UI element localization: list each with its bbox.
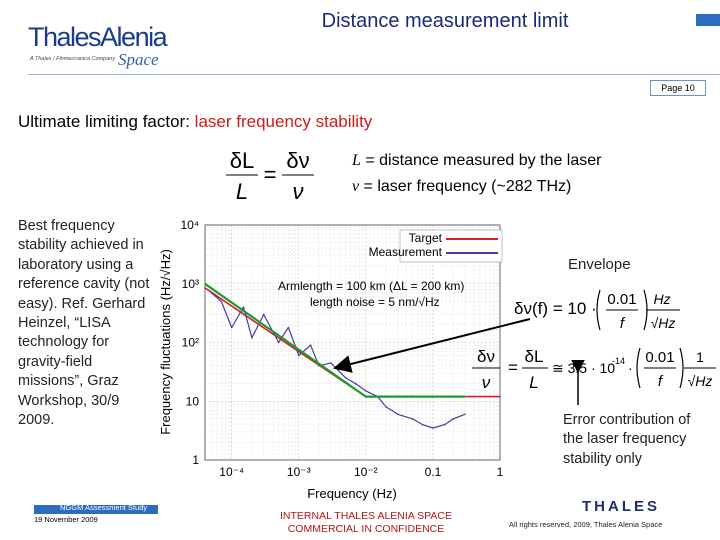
subtitle-prefix: Ultimate limiting factor:: [18, 112, 195, 131]
footer-rights: All rights reserved, 2009, Thales Alenia…: [509, 520, 663, 529]
point-measurement: [230, 326, 233, 329]
point-measurement: [344, 377, 347, 379]
error-equation: δν ν = δL L ≅ 3.5 · 10 -14 · 0.01 f 1 √H…: [472, 347, 716, 392]
x-tick-label: 10⁻⁴: [219, 465, 244, 479]
point-measurement: [297, 354, 300, 357]
svg-text:·: ·: [628, 360, 633, 376]
page-number: Page 10: [650, 80, 706, 96]
footer-study: NGGM Assessment Study: [60, 503, 148, 512]
svg-text:1: 1: [696, 349, 704, 365]
formula-l: L: [236, 179, 248, 204]
svg-text:-14: -14: [612, 356, 625, 366]
header-divider: [28, 74, 720, 75]
legend-measurement-label: Measurement: [369, 245, 443, 259]
svg-text:=: =: [508, 358, 518, 377]
point-measurement: [251, 337, 253, 339]
point-measurement: [443, 423, 446, 426]
svg-text:=: =: [264, 162, 277, 187]
footer-date: 19 November 2009: [34, 515, 98, 524]
point-measurement: [210, 292, 213, 294]
x-axis-label: Frequency (Hz): [307, 486, 397, 501]
point-target: [204, 287, 206, 289]
point-measurement: [220, 300, 223, 303]
x-tick-label: 1: [497, 465, 504, 479]
svg-text:f: f: [658, 373, 664, 390]
point-measurement: [318, 365, 320, 367]
point-measurement: [421, 423, 424, 426]
svg-text:L: L: [529, 373, 538, 392]
point-measurement: [432, 427, 434, 429]
y-tick-label: 10³: [182, 277, 199, 291]
slide-title: Distance measurement limit: [321, 10, 569, 32]
footer-confidentiality: INTERNAL THALES ALENIA SPACE COMMERCIAL I…: [280, 510, 452, 535]
point-measurement: [464, 413, 466, 416]
y-tick-label: 10: [186, 394, 200, 408]
svg-text:δν: δν: [477, 347, 495, 366]
legend-box: [399, 229, 503, 263]
y-tick-label: 1: [192, 453, 199, 467]
annotation-armlength: Armlength = 100 km (ΔL = 200 km): [278, 279, 464, 293]
point-target: [499, 395, 501, 398]
formula-dl: δL: [230, 148, 254, 173]
annotation-length-noise: length noise = 5 nm/√Hz: [310, 295, 440, 309]
point-measurement: [287, 326, 290, 329]
svg-text:0.01: 0.01: [607, 291, 636, 308]
error-note: Error contribution of the laser frequenc…: [563, 412, 691, 467]
point-measurement: [242, 306, 245, 308]
x-tick-label: 0.1: [425, 465, 442, 479]
x-tick-label: 10⁻²: [354, 465, 378, 479]
point-measurement: [309, 344, 312, 346]
svg-text:√Hz: √Hz: [688, 373, 713, 389]
thales-logo: THALES: [582, 498, 660, 515]
point-measurement: [385, 406, 387, 408]
svg-text:≅ 3.5 · 10: ≅ 3.5 · 10: [552, 360, 615, 376]
slide-subtitle: Ultimate limiting factor: laser frequenc…: [18, 112, 372, 132]
point-measurement: [397, 413, 399, 416]
point-envelope: [204, 282, 206, 285]
svg-text:ν: ν: [482, 373, 491, 392]
logo-space: Space: [118, 50, 159, 69]
envelope-label: Envelope: [568, 256, 631, 273]
point-measurement: [262, 313, 265, 316]
reference-note: Best frequency stability achieved in lab…: [18, 218, 150, 429]
svg-text:δL: δL: [525, 347, 544, 366]
x-tick-label: 10⁻³: [287, 465, 311, 479]
svg-text:√Hz: √Hz: [651, 315, 676, 331]
svg-text:f: f: [620, 315, 626, 332]
point-envelope: [365, 395, 367, 398]
main-formula: δL L = δν ν: [226, 148, 314, 204]
subtitle-highlight: laser frequency stability: [194, 112, 373, 131]
y-tick-label: 10²: [182, 336, 199, 350]
point-measurement: [329, 362, 332, 364]
point-measurement: [411, 418, 414, 420]
header-accent: [696, 14, 720, 26]
point-measurement: [365, 390, 367, 392]
y-axis-label: Frequency fluctuations (Hz/√Hz): [158, 249, 173, 435]
formula-nu: ν: [293, 179, 304, 204]
definition-nu: ν = laser frequency (~282 THz): [352, 178, 572, 195]
formula-dnu: δν: [286, 148, 309, 173]
footer-study-bar: [34, 505, 158, 514]
definition-l: L = distance measured by the laser: [352, 152, 602, 169]
env-lhs: δν(f) = 10 ·: [514, 299, 597, 318]
svg-text:0.01: 0.01: [645, 349, 674, 366]
point-measurement: [354, 382, 357, 385]
y-tick-label: 10⁴: [180, 218, 199, 232]
company-logo: ThalesAlenia: [28, 22, 168, 52]
point-measurement: [277, 341, 280, 344]
envelope-equation: δν(f) = 10 · 0.01 f Hz √Hz: [514, 289, 680, 332]
point-measurement: [452, 418, 454, 420]
legend-target-label: Target: [409, 231, 443, 245]
point-envelope: [464, 395, 466, 398]
logo-tagline: A Thales / Finmeccanica Company: [30, 56, 116, 62]
svg-text:Hz: Hz: [653, 291, 670, 307]
